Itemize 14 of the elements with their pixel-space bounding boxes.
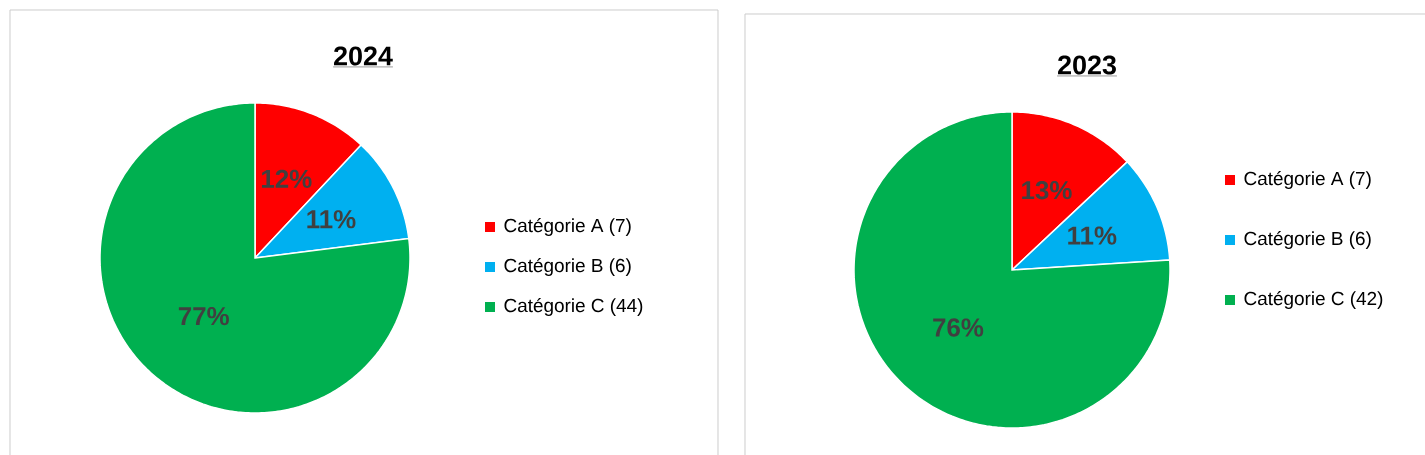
chart-title: 2024 — [334, 46, 393, 66]
data-label: 77% — [178, 307, 229, 326]
data-label: 13% — [1022, 181, 1072, 200]
legend-label: Catégorie C (42) — [1244, 291, 1383, 309]
legend-label: Catégorie B (6) — [1244, 231, 1371, 249]
data-label: 76% — [933, 318, 984, 337]
legend-label: Catégorie B (6) — [504, 258, 631, 276]
legend-label: Catégorie A (7) — [504, 218, 631, 236]
legend-label: Catégorie A (7) — [1244, 171, 1371, 189]
chart-title: 2023 — [1058, 55, 1116, 75]
data-label: 11% — [307, 210, 356, 229]
data-label: 12% — [262, 169, 312, 188]
legend-label: Catégorie C (44) — [504, 298, 643, 316]
data-label: 11% — [1068, 226, 1117, 245]
